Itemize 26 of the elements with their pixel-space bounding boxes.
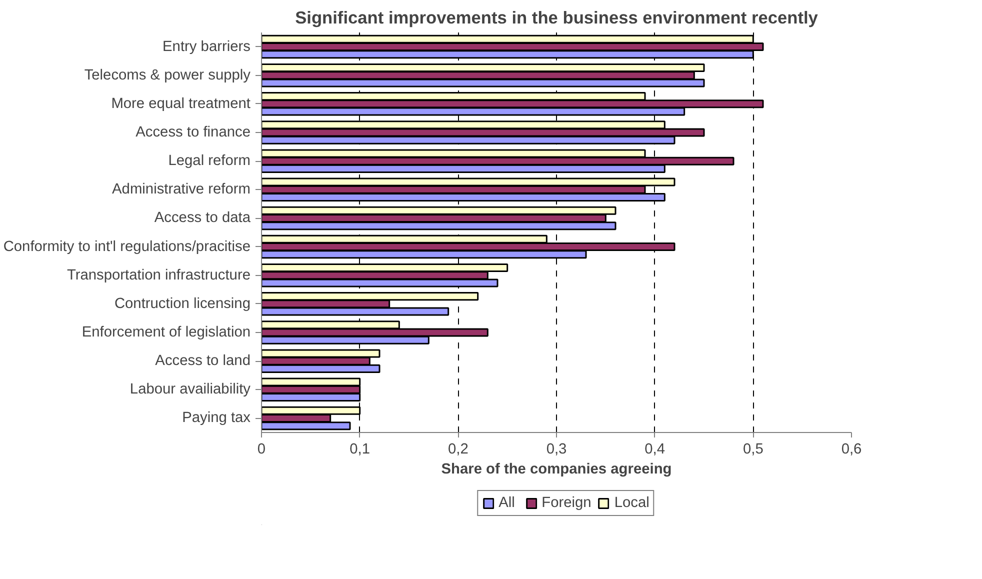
y-tick-label: Entry barriers [162, 38, 251, 55]
x-tick-label: 0,1 [350, 442, 370, 458]
legend-label: Foreign [542, 494, 592, 510]
x-axis-title: Share of the companies agreeing [441, 462, 672, 478]
y-tick-label: More equal treatment [111, 96, 251, 112]
legend-label: Local [614, 494, 650, 510]
y-tick-label: Paying tax [182, 410, 252, 426]
x-tick-label: 0,5 [742, 442, 764, 458]
y-tick-label: Telecoms & power supply [84, 67, 252, 84]
y-tick-label: Legal reform [168, 153, 251, 170]
x-tick-label: 0,6 [841, 442, 862, 458]
legend-label: All [498, 494, 516, 510]
y-tick-label: Contruction licensing [114, 296, 251, 312]
x-tick-label: 0,4 [644, 442, 666, 458]
y-tick-label: Labour availiability [130, 382, 252, 398]
chart-title: Significant improvements in the business environment recently [295, 8, 818, 28]
y-tick-label: Access to finance [136, 124, 251, 140]
y-tick-label: Transportation infrastructure [66, 267, 251, 284]
y-tick-label: Enforcement of legislation [82, 324, 250, 340]
x-tick-label: 0 [257, 442, 266, 458]
x-tick-label: 0,2 [448, 442, 468, 458]
y-tick-label: Access to land [155, 353, 251, 370]
y-tick-label: Administrative reform [112, 182, 251, 198]
y-tick-label: Conformity to int'l regulations/pracitise [3, 238, 251, 255]
x-tick-label: 0,3 [546, 442, 567, 458]
y-tick-label: Access to data [154, 210, 252, 226]
